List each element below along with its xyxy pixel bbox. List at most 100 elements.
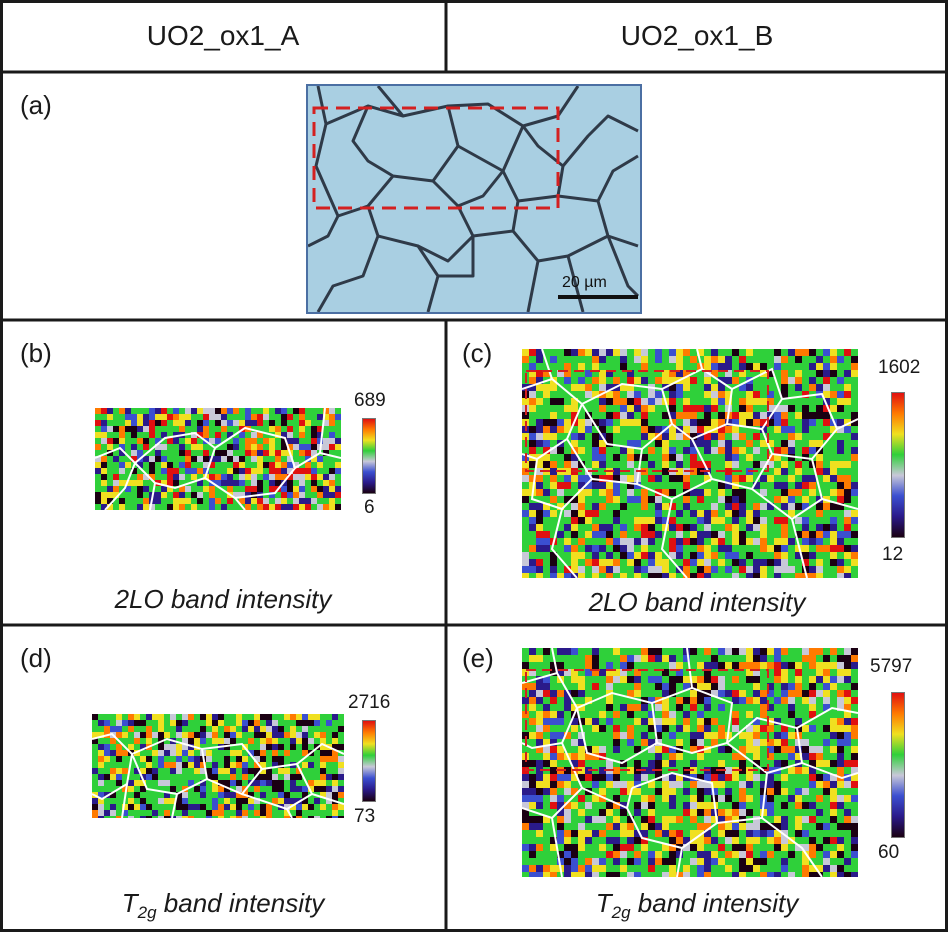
map-pixel (648, 690, 655, 697)
map-pixel (830, 349, 837, 356)
map-pixel (329, 432, 335, 438)
map-pixel (816, 746, 823, 753)
map-pixel (215, 450, 221, 456)
map-pixel (676, 496, 683, 503)
map-pixel (823, 559, 830, 566)
map-pixel (116, 816, 122, 818)
map-pixel (809, 496, 816, 503)
map-pixel (275, 480, 281, 486)
map-pixel (191, 480, 197, 486)
map-pixel (816, 753, 823, 760)
map-pixel (697, 697, 704, 704)
map-pixel (522, 781, 529, 788)
map-pixel (272, 750, 278, 756)
grain-boundary (796, 706, 858, 729)
map-pixel (830, 669, 837, 676)
map-pixel (739, 349, 746, 356)
map-pixel (851, 573, 858, 578)
selection-box (525, 669, 769, 771)
map-pixel (781, 844, 788, 851)
map-pixel (239, 462, 245, 468)
map-pixel (641, 788, 648, 795)
map-pixel (107, 432, 113, 438)
map-pixel (725, 489, 732, 496)
map-pixel (257, 444, 263, 450)
map-pixel (329, 426, 335, 432)
map-pixel (711, 552, 718, 559)
map-pixel (302, 774, 308, 780)
map-pixel (197, 486, 203, 492)
map-pixel (732, 461, 739, 468)
map-pixel (272, 756, 278, 762)
map-pixel (599, 767, 606, 774)
map-pixel (753, 872, 760, 877)
map-pixel (620, 788, 627, 795)
map-pixel (739, 363, 746, 370)
map-pixel (620, 566, 627, 573)
map-pixel (697, 531, 704, 538)
map-pixel (536, 823, 543, 830)
map-pixel (648, 398, 655, 405)
map-pixel (711, 767, 718, 774)
map-pixel (564, 391, 571, 398)
map-pixel (760, 433, 767, 440)
grain-boundary (522, 377, 584, 461)
map-pixel (536, 732, 543, 739)
map-pixel (704, 461, 711, 468)
map-pixel (725, 475, 732, 482)
map-pixel (655, 398, 662, 405)
map-pixel (98, 798, 104, 804)
map-pixel (627, 370, 634, 377)
map-pixel (221, 432, 227, 438)
map-pixel (536, 746, 543, 753)
map-pixel (287, 420, 293, 426)
map-pixel (620, 865, 627, 872)
map-pixel (627, 566, 634, 573)
map-pixel (224, 732, 230, 738)
map-pixel (795, 552, 802, 559)
map-pixel (844, 440, 851, 447)
map-pixel (182, 744, 188, 750)
map-pixel (606, 503, 613, 510)
map-pixel (557, 704, 564, 711)
map-pixel (620, 676, 627, 683)
map-pixel (844, 538, 851, 545)
map-pixel (767, 802, 774, 809)
map-pixel (690, 760, 697, 767)
map-pixel (648, 566, 655, 573)
map-pixel (655, 823, 662, 830)
map-pixel (182, 726, 188, 732)
map-pixel (809, 412, 816, 419)
map-pixel (711, 781, 718, 788)
map-pixel (627, 690, 634, 697)
map-pixel (788, 475, 795, 482)
map-pixel (669, 795, 676, 802)
grain-boundary (311, 793, 344, 805)
map-pixel (725, 440, 732, 447)
map-pixel (683, 538, 690, 545)
map-pixel (329, 438, 335, 444)
map-pixel (585, 433, 592, 440)
map-pixel (248, 744, 254, 750)
map-pixel (690, 711, 697, 718)
map-pixel (606, 531, 613, 538)
map-pixel (704, 676, 711, 683)
map-pixel (293, 456, 299, 462)
map-pixel (592, 426, 599, 433)
map-pixel (585, 447, 592, 454)
map-pixel (119, 462, 125, 468)
map-pixel (823, 809, 830, 816)
map-pixel (543, 774, 550, 781)
map-pixel (149, 450, 155, 456)
map-pixel (266, 756, 272, 762)
map-pixel (774, 454, 781, 461)
map-pixel (146, 774, 152, 780)
map-pixel (837, 809, 844, 816)
map-pixel (116, 792, 122, 798)
map-pixel (185, 414, 191, 420)
map-pixel (302, 816, 308, 818)
map-pixel (284, 780, 290, 786)
map-pixel (788, 746, 795, 753)
map-pixel (578, 461, 585, 468)
map-pixel (718, 760, 725, 767)
